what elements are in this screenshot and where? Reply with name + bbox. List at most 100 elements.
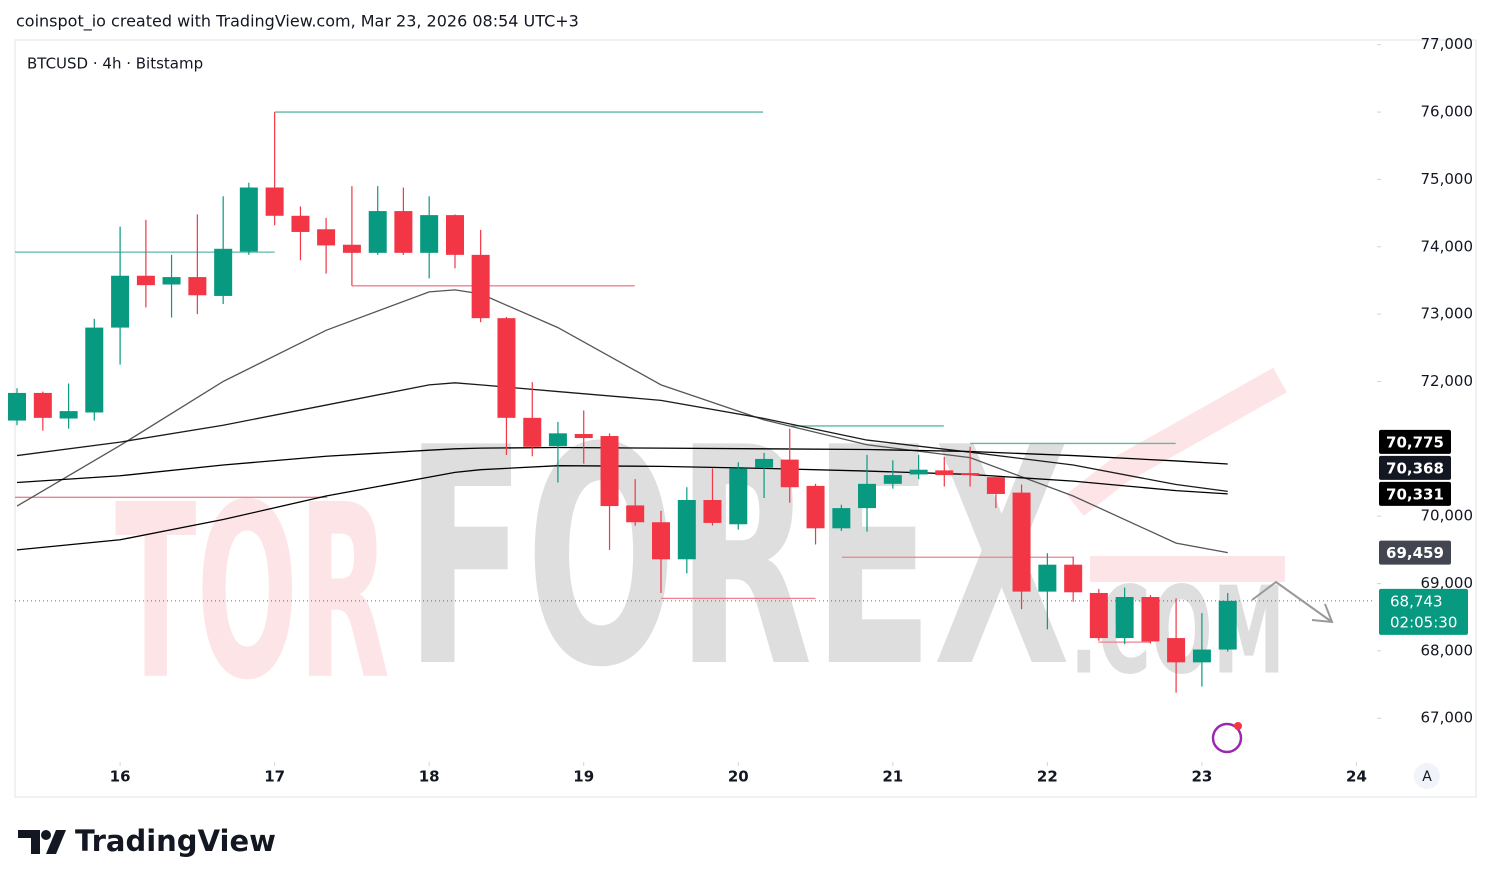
candle-body	[368, 211, 387, 253]
candle-body	[548, 433, 567, 447]
candle-body	[291, 215, 310, 232]
x-tick-label: 19	[573, 768, 594, 786]
brand-icon	[18, 830, 66, 854]
price-label: 69,459	[1386, 544, 1444, 562]
candle-body	[858, 483, 877, 509]
watermark-check	[1066, 367, 1287, 517]
candle-body	[136, 275, 155, 286]
moving-average	[16, 382, 1228, 493]
watermark: TOR FOREX .COM	[115, 367, 1287, 733]
candle-body	[111, 275, 130, 328]
candle-body	[677, 500, 696, 560]
candle-body	[935, 470, 954, 476]
countdown: 02:05:30	[1390, 613, 1457, 631]
price-label: 70,775	[1386, 433, 1444, 451]
candle-body	[523, 417, 542, 447]
candle-body	[214, 248, 233, 296]
arrow-drawing	[1251, 580, 1333, 623]
y-tick-label: 77,000	[1421, 35, 1474, 53]
candle-body	[729, 468, 748, 525]
x-tick-label: 20	[728, 768, 749, 786]
header: coinspot_io created with TradingView.com…	[16, 12, 579, 32]
candle-body	[600, 436, 619, 507]
candle-body	[755, 458, 774, 468]
candle-body	[1038, 564, 1057, 592]
x-tick-label: 24	[1346, 768, 1367, 786]
candle-body	[497, 318, 516, 418]
y-tick-label: 76,000	[1421, 103, 1474, 121]
x-tick-label: 17	[264, 768, 285, 786]
price-label-box	[1379, 540, 1451, 565]
y-tick-label: 75,000	[1421, 170, 1474, 188]
candle-body	[626, 505, 645, 523]
candle-body	[85, 327, 104, 413]
price-label-box	[1379, 429, 1451, 454]
x-tick-label: 23	[1191, 768, 1212, 786]
candle-body	[1089, 592, 1108, 639]
candle-body	[780, 459, 799, 488]
candle-body	[1192, 649, 1211, 663]
candle-body	[33, 392, 52, 418]
y-tick-label: 68,000	[1421, 641, 1474, 659]
y-tick-label: 74,000	[1421, 237, 1474, 255]
watermark-bar	[1090, 556, 1285, 582]
assistant-icon[interactable]	[1211, 722, 1243, 754]
brand-dot	[41, 830, 51, 840]
y-tick-label: 72,000	[1421, 372, 1474, 390]
x-tick-label: 18	[419, 768, 440, 786]
candle-body	[265, 187, 284, 216]
candle-body	[445, 215, 464, 255]
candle-body	[574, 434, 593, 439]
candle-body	[239, 187, 258, 252]
candle-body	[1064, 564, 1083, 593]
current-price-box	[1379, 588, 1468, 635]
y-tick-label: 67,000	[1421, 709, 1474, 727]
auto-scale-label[interactable]: A	[1422, 769, 1432, 785]
candle-body	[652, 522, 670, 560]
candle-body	[8, 392, 27, 421]
candle-body	[1218, 600, 1237, 650]
candle-body	[1167, 638, 1186, 663]
symbol-info: BTCUSD · 4h · Bitstamp	[27, 55, 203, 73]
price-label: 70,331	[1386, 485, 1444, 503]
y-tick-label: 70,000	[1421, 507, 1474, 525]
candle-body	[909, 469, 928, 475]
candle-body	[1141, 597, 1160, 642]
candle-body	[1012, 492, 1031, 592]
candle-body	[1115, 597, 1134, 639]
brand-name: TradingView	[75, 824, 276, 858]
watermark-part: TOR	[115, 453, 390, 733]
candle-body	[342, 244, 361, 253]
candle-body	[806, 485, 825, 529]
y-tick-label: 69,000	[1421, 574, 1474, 592]
current-price-label: 68,743	[1390, 592, 1443, 610]
candle-body	[394, 211, 413, 253]
candle-body	[832, 508, 851, 529]
candle-body	[59, 411, 78, 419]
price-label-box	[1379, 455, 1451, 480]
x-tick-label: 21	[882, 768, 903, 786]
arrow-head	[1311, 603, 1334, 624]
candle-body	[471, 254, 490, 319]
x-tick-label: 22	[1037, 768, 1058, 786]
watermark-part: FOREX	[405, 384, 1070, 733]
auto-scale-button[interactable]	[1414, 763, 1440, 789]
moving-average	[16, 289, 1228, 554]
plot: 67,000 68,000 69,000 70,000 72,000 73,000 74,0…	[8, 35, 1474, 786]
candle-body	[703, 500, 722, 523]
assistant-badge	[1234, 722, 1242, 730]
candle-body	[420, 215, 439, 253]
brand-logo	[18, 830, 66, 854]
x-tick-label: 16	[110, 768, 131, 786]
candle-body	[961, 473, 980, 476]
price-label-box	[1379, 481, 1451, 506]
candle-body	[883, 475, 902, 484]
candle-body	[188, 277, 207, 296]
price-label: 70,368	[1386, 459, 1444, 477]
candle-body	[162, 277, 181, 285]
candle-body	[317, 229, 336, 246]
candle-body	[986, 477, 1005, 494]
y-tick-label: 73,000	[1421, 305, 1474, 323]
